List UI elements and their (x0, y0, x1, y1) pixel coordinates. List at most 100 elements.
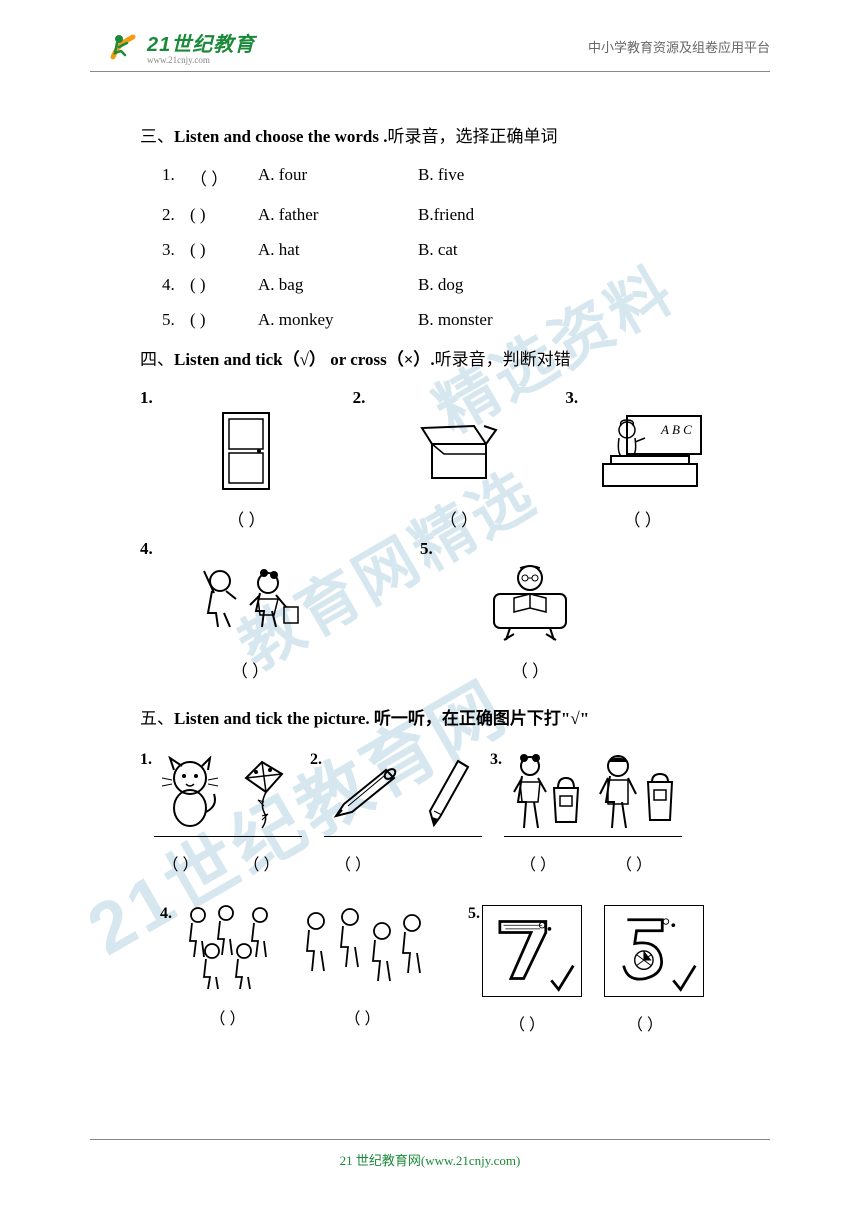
q5-option (292, 905, 430, 991)
q4-cell: 3. A B C （ ） (565, 388, 720, 531)
door-icon (219, 410, 273, 492)
option-b: B. cat (418, 240, 458, 260)
section5-prefix: 五、 (140, 709, 174, 728)
q3-num: 3. (162, 240, 190, 260)
section3-title: 三、Listen and choose the words .听录音，选择正确单… (140, 122, 720, 147)
option-b: B. five (418, 165, 464, 190)
q4-num: 1. (140, 388, 153, 408)
q5-pair: 2. (310, 751, 482, 875)
q4-num: 2. (353, 388, 366, 408)
q4-cell: 1. （ ） (140, 388, 353, 531)
section5-title: 五、Listen and tick the picture. 听一听，在正确图片… (140, 704, 720, 729)
q5-num: 3. (490, 751, 502, 769)
children-icon (190, 561, 310, 643)
section5: 五、Listen and tick the picture. 听一听，在正确图片… (140, 704, 720, 1035)
option-a: A. monkey (258, 310, 418, 330)
q3-item: 3. ( ) A. hat B. cat (162, 240, 720, 260)
answer-blank[interactable]: （ ） (162, 851, 198, 875)
section4-bold: Listen and tick（√） or cross（×）. (174, 350, 435, 369)
q5-num: 2. (310, 751, 322, 769)
header-subtitle: 中小学教育资源及组卷应用平台 (588, 37, 770, 56)
q5-option (324, 751, 408, 837)
option-b: B. dog (418, 275, 463, 295)
logo: 21世纪教育 www.21cnjy.com (105, 28, 255, 65)
answer-blank[interactable]: （ ） (344, 1005, 380, 1029)
answer-blank[interactable]: （ ） (624, 506, 662, 531)
q5-option (482, 905, 582, 997)
page-header: 21世纪教育 www.21cnjy.com 中小学教育资源及组卷应用平台 (90, 0, 770, 72)
answer-blank[interactable]: （ ） (627, 1011, 663, 1035)
q5-option (408, 751, 482, 837)
logo-icon (105, 29, 141, 65)
section5-bold: Listen and tick the picture. (174, 709, 370, 728)
answer-blank[interactable]: （ ） (209, 1005, 245, 1029)
logo-text: 21世纪教育 (147, 34, 255, 56)
answer-blank[interactable]: （ ） (243, 851, 279, 875)
q5-num: 4. (160, 905, 172, 923)
option-a: A. father (258, 205, 418, 225)
number-seven-icon (482, 905, 582, 997)
option-a: A. bag (258, 275, 418, 295)
pen-icon (324, 751, 408, 837)
kite-icon (228, 751, 302, 837)
q4-row1: 1. （ ） 2. (140, 388, 720, 531)
answer-blank[interactable]: ( ) (190, 275, 258, 295)
q5-option (604, 905, 704, 997)
four-kids-icon (292, 905, 430, 991)
answer-blank[interactable]: （ ） (190, 165, 258, 190)
section4: 四、Listen and tick（√） or cross（×）.听录音，判断对… (140, 345, 720, 682)
option-a: A. four (258, 165, 418, 190)
q5-row2: 4. (140, 905, 720, 1035)
logo-url: www.21cnjy.com (147, 55, 255, 65)
page-footer: 21 世纪教育网(www.21cnjy.com) (90, 1139, 770, 1170)
page-content: 三、Listen and choose the words .听录音，选择正确单… (0, 72, 860, 1035)
q4-num: 4. (140, 539, 153, 559)
footer-text: 21 世纪教育网(www.21cnjy.com) (340, 1153, 521, 1168)
q5-pair: 5. (468, 905, 704, 1035)
pencil-icon (408, 751, 482, 837)
section4-cn: 听录音，判断对错 (435, 350, 571, 369)
answer-blank[interactable]: （ ） (520, 851, 556, 875)
q4-num: 3. (565, 388, 578, 408)
answer-blank[interactable]: （ ） (440, 506, 478, 531)
q3-item: 2. ( ) A. father B.friend (162, 205, 720, 225)
q4-cell: 4. （ ） (140, 539, 360, 682)
number-five-icon (604, 905, 704, 997)
q4-num: 5. (420, 539, 433, 559)
box-icon (416, 410, 502, 492)
section3-prefix: 三、 (140, 127, 174, 146)
q5-option (504, 751, 588, 837)
q5-pair: 1. (140, 751, 302, 875)
answer-blank[interactable]: （ ） (511, 657, 549, 682)
q5-option (228, 751, 302, 837)
answer-blank[interactable]: （ ） (227, 506, 265, 531)
answer-blank[interactable]: ( ) (190, 310, 258, 330)
section3-bold: Listen and choose the words . (174, 127, 387, 146)
q3-num: 2. (162, 205, 190, 225)
answer-blank[interactable]: （ ） (509, 1011, 545, 1035)
q5-num: 1. (140, 751, 152, 769)
q3-num: 4. (162, 275, 190, 295)
answer-blank[interactable]: ( ) (190, 205, 258, 225)
q5-num: 5. (468, 905, 480, 923)
answer-blank[interactable]: ( ) (190, 240, 258, 260)
section3-cn: 听录音，选择正确单词 (387, 127, 557, 146)
option-a: A. hat (258, 240, 418, 260)
q4-cell: 5. （ ） (420, 539, 640, 682)
answer-blank[interactable]: （ ） (616, 851, 652, 875)
q5-row1: 1. (140, 751, 720, 875)
q3-num: 5. (162, 310, 190, 330)
answer-blank[interactable]: （ ） (335, 851, 371, 875)
section4-prefix: 四、 (140, 350, 174, 369)
option-b: B.friend (418, 205, 474, 225)
q5-pair: 3. (490, 751, 682, 875)
section5-cn: 听一听，在正确图片下打"√" (370, 709, 589, 728)
q3-item: 4. ( ) A. bag B. dog (162, 275, 720, 295)
grandpa-reading-icon (480, 561, 580, 643)
section3-list: 1. （ ） A. four B. five 2. ( ) A. father … (162, 165, 720, 330)
section4-title: 四、Listen and tick（√） or cross（×）.听录音，判断对… (140, 345, 720, 370)
answer-blank[interactable]: （ ） (231, 657, 269, 682)
cat-icon (154, 751, 228, 837)
teacher-icon: A B C (583, 410, 703, 492)
q5-option (174, 905, 292, 991)
